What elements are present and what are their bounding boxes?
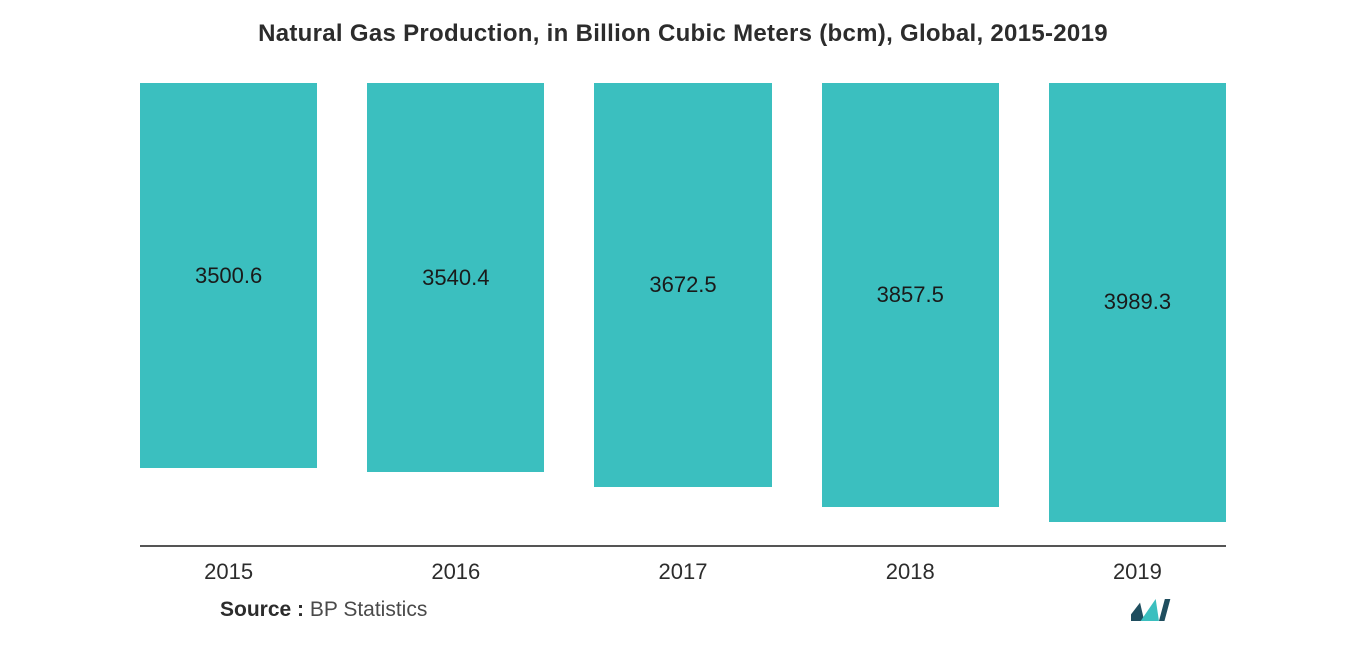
bar-group: 3857.5	[822, 83, 999, 545]
source-text: BP Statistics	[310, 598, 428, 621]
x-axis-line	[140, 545, 1226, 547]
bar-group: 3989.3	[1049, 83, 1226, 545]
x-axis-label: 2015	[140, 559, 317, 585]
bar-group: 3500.6	[140, 83, 317, 545]
logo-icon	[1131, 595, 1186, 625]
x-labels-row: 2015 2016 2017 2018 2019	[140, 559, 1226, 585]
brand-logo	[1131, 595, 1186, 625]
bar-value-label: 3540.4	[422, 265, 489, 291]
bar-value-label: 3989.3	[1104, 289, 1171, 315]
x-axis-label: 2019	[1049, 559, 1226, 585]
bar: 3989.3	[1049, 83, 1226, 522]
bar: 3540.4	[367, 83, 544, 472]
x-axis-label: 2018	[822, 559, 999, 585]
x-axis-label: 2017	[594, 559, 771, 585]
bar: 3672.5	[594, 83, 771, 487]
source-prefix: Source :	[220, 598, 310, 621]
bar: 3500.6	[140, 83, 317, 468]
bar-value-label: 3857.5	[877, 282, 944, 308]
bar-group: 3672.5	[594, 83, 771, 545]
chart-footer: Source : BP Statistics	[40, 585, 1326, 625]
bars-row: 3500.6 3540.4 3672.5 3857.5 3989	[140, 83, 1226, 545]
chart-title: Natural Gas Production, in Billion Cubic…	[40, 20, 1326, 48]
chart-container: Natural Gas Production, in Billion Cubic…	[0, 0, 1366, 655]
bar: 3857.5	[822, 83, 999, 507]
source-attribution: Source : BP Statistics	[220, 598, 427, 622]
plot-area: 3500.6 3540.4 3672.5 3857.5 3989	[40, 83, 1326, 585]
bar-value-label: 3672.5	[649, 272, 716, 298]
bar-group: 3540.4	[367, 83, 544, 545]
x-axis-label: 2016	[367, 559, 544, 585]
bar-value-label: 3500.6	[195, 263, 262, 289]
